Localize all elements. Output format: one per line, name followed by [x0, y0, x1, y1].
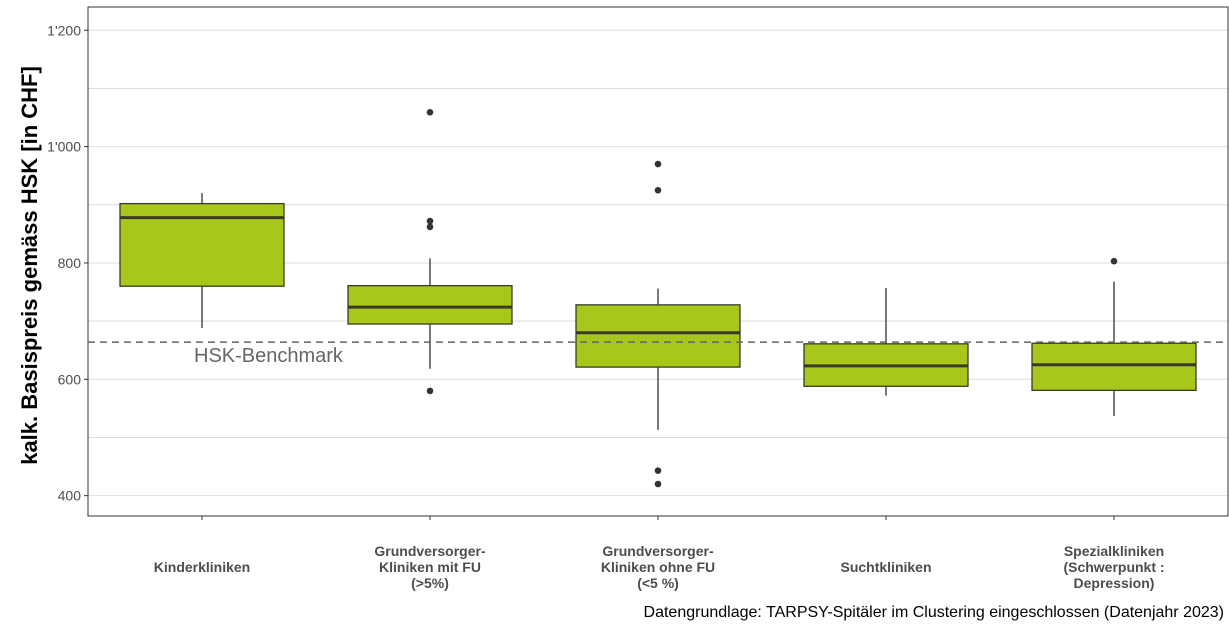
x-tick-label: Spezialkliniken (Schwerpunkt : Depression)	[1063, 543, 1164, 591]
box-layer	[119, 108, 1197, 488]
box-group	[803, 287, 969, 396]
box	[347, 284, 513, 325]
x-tick-label-line: Kliniken mit FU	[379, 559, 481, 575]
outlier-point	[654, 186, 662, 194]
caption: Datengrundlage: TARPSY-Spitäler im Clust…	[644, 604, 1224, 621]
x-tick-label-line: Kinderkliniken	[154, 559, 250, 575]
y-tick-label: 800	[58, 255, 82, 271]
outlier-point	[654, 467, 662, 474]
outlier-point	[1110, 257, 1118, 265]
x-tick-label-line: Kliniken ohne FU	[601, 559, 715, 575]
outlier-point	[426, 217, 434, 225]
x-tick-label-line: Grundversorger-	[602, 543, 714, 559]
outlier-point	[426, 108, 434, 116]
box-group	[119, 193, 285, 329]
x-tick-label-line: (>5%)	[411, 575, 449, 591]
outlier-point	[654, 480, 662, 488]
x-tick-label: Grundversorger-Kliniken mit FU (>5%)	[374, 543, 486, 591]
x-tick-label: Grundversorger-Kliniken ohne FU (<5 %)	[601, 543, 715, 591]
y-tick-label: 400	[58, 488, 82, 504]
box	[1031, 342, 1197, 391]
x-tick-label-line: (<5 %)	[637, 575, 679, 591]
y-axis: 400 600 800 1'000 1'200	[47, 22, 88, 504]
x-tick-label: Suchtkliniken	[840, 559, 931, 575]
x-tick-label-line: Depression)	[1074, 575, 1155, 591]
outlier-point	[426, 223, 434, 231]
x-tick-label-line: (Schwerpunkt :	[1063, 559, 1164, 575]
benchmark-label: HSK-Benchmark	[194, 345, 344, 367]
y-tick-label: 1'000	[47, 139, 81, 155]
x-tick-label-line: Spezialkliniken	[1064, 543, 1164, 559]
box	[575, 304, 741, 368]
y-tick-label: 1'200	[47, 22, 81, 38]
x-tick-label-line: Grundversorger-	[374, 543, 486, 559]
outlier-point	[654, 160, 662, 168]
y-axis-label: kalk. Basispreis gemäss HSK [in CHF]	[17, 66, 42, 465]
y-tick-label: 600	[58, 371, 82, 387]
box-group	[1031, 257, 1197, 416]
box	[119, 202, 285, 287]
x-tick-label-line: Suchtkliniken	[840, 559, 931, 575]
x-tick-label: Kinderkliniken	[154, 559, 250, 575]
box-group	[575, 160, 741, 488]
outlier-point	[426, 387, 434, 395]
box-group	[347, 108, 513, 395]
